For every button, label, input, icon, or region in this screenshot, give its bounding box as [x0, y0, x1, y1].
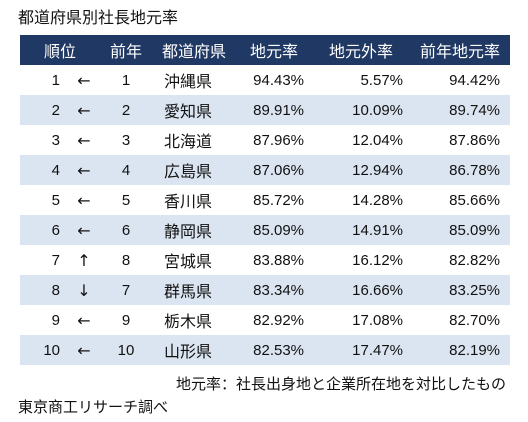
nonlocal-rate-cell: 10.09%: [312, 95, 411, 125]
prev-local-rate-cell: 89.74%: [410, 95, 511, 125]
prev-local-rate-cell: 83.25%: [410, 275, 511, 305]
prev-rank-cell: 10: [100, 335, 153, 365]
prefecture-cell: 香川県: [152, 185, 237, 215]
rank-cell: 2: [20, 95, 68, 125]
local-rate-cell: 87.06%: [236, 155, 313, 185]
prefecture-cell: 群馬県: [152, 275, 237, 305]
nonlocal-rate-cell: 17.08%: [312, 305, 411, 335]
trend-arrow: ←: [68, 125, 101, 155]
table-row: 4 ← 4 広島県 87.06% 12.94% 86.78%: [20, 155, 511, 185]
rank-cell: 7: [20, 245, 68, 275]
prefecture-cell: 広島県: [152, 155, 237, 185]
source-credit: 東京商工リサーチ調べ: [18, 398, 169, 416]
local-rate-cell: 83.88%: [236, 245, 313, 275]
rank-cell: 6: [20, 215, 68, 245]
table-row: 9 ← 9 栃木県 82.92% 17.08% 82.70%: [20, 305, 511, 335]
nonlocal-rate-cell: 5.57%: [312, 65, 411, 95]
local-rate-cell: 94.43%: [236, 65, 313, 95]
local-rate-cell: 83.34%: [236, 275, 313, 305]
rank-cell: 8: [20, 275, 68, 305]
trend-arrow: ←: [68, 65, 101, 95]
trend-arrow: ←: [68, 215, 101, 245]
nonlocal-rate-cell: 16.66%: [312, 275, 411, 305]
nonlocal-rate-cell: 12.94%: [312, 155, 411, 185]
table-row: 6 ← 6 静岡県 85.09% 14.91% 85.09%: [20, 215, 511, 245]
local-rate-cell: 87.96%: [236, 125, 313, 155]
header-prev-local-rate: 前年地元率: [410, 35, 511, 65]
prev-rank-cell: 4: [100, 155, 153, 185]
rank-cell: 4: [20, 155, 68, 185]
ranking-table: 順位 前年 都道府県 地元率 地元外率 前年地元率 1 ← 1 沖縄県 94.4…: [20, 35, 511, 365]
prefecture-cell: 栃木県: [152, 305, 237, 335]
table-row: 3 ← 3 北海道 87.96% 12.04% 87.86%: [20, 125, 511, 155]
table-row: 7 ↑ 8 宮城県 83.88% 16.12% 82.82%: [20, 245, 511, 275]
table-row: 5 ← 5 香川県 85.72% 14.28% 85.66%: [20, 185, 511, 215]
trend-arrow: ←: [68, 335, 101, 365]
nonlocal-rate-cell: 16.12%: [312, 245, 411, 275]
table-row: 2 ← 2 愛知県 89.91% 10.09% 89.74%: [20, 95, 511, 125]
prev-rank-cell: 8: [100, 245, 153, 275]
local-rate-cell: 89.91%: [236, 95, 313, 125]
prev-rank-cell: 7: [100, 275, 153, 305]
prev-rank-cell: 2: [100, 95, 153, 125]
prev-rank-cell: 9: [100, 305, 153, 335]
prev-local-rate-cell: 86.78%: [410, 155, 511, 185]
trend-arrow: ←: [68, 305, 101, 335]
prefecture-cell: 北海道: [152, 125, 237, 155]
trend-arrow: ←: [68, 95, 101, 125]
prev-rank-cell: 1: [100, 65, 153, 95]
prev-local-rate-cell: 82.82%: [410, 245, 511, 275]
table-row: 10 ← 10 山形県 82.53% 17.47% 82.19%: [20, 335, 511, 365]
nonlocal-rate-cell: 12.04%: [312, 125, 411, 155]
nonlocal-rate-cell: 14.28%: [312, 185, 411, 215]
header-rank: 順位: [20, 35, 101, 65]
rank-cell: 1: [20, 65, 68, 95]
prev-local-rate-cell: 82.70%: [410, 305, 511, 335]
header-nonlocal-rate: 地元外率: [312, 35, 411, 65]
definition-note: 地元率：社長出身地と企業所在地を対比したもの: [175, 375, 506, 393]
chart-title: 都道府県別社長地元率: [18, 8, 179, 27]
rank-cell: 3: [20, 125, 68, 155]
prefecture-cell: 愛知県: [152, 95, 237, 125]
prefecture-cell: 沖縄県: [152, 65, 237, 95]
rank-cell: 10: [20, 335, 68, 365]
nonlocal-rate-cell: 17.47%: [312, 335, 411, 365]
header-prefecture: 都道府県: [152, 35, 237, 65]
header-prev-rank: 前年: [100, 35, 153, 65]
trend-arrow: ←: [68, 185, 101, 215]
prev-local-rate-cell: 87.86%: [410, 125, 511, 155]
prev-local-rate-cell: 85.09%: [410, 215, 511, 245]
prev-rank-cell: 5: [100, 185, 153, 215]
header-local-rate: 地元率: [236, 35, 313, 65]
prev-local-rate-cell: 85.66%: [410, 185, 511, 215]
trend-arrow: ↑: [68, 245, 101, 275]
local-rate-cell: 82.53%: [236, 335, 313, 365]
prev-rank-cell: 3: [100, 125, 153, 155]
prev-local-rate-cell: 82.19%: [410, 335, 511, 365]
trend-arrow: ↓: [68, 275, 101, 305]
table-row: 1 ← 1 沖縄県 94.43% 5.57% 94.42%: [20, 65, 511, 95]
prefecture-cell: 静岡県: [152, 215, 237, 245]
local-rate-cell: 85.09%: [236, 215, 313, 245]
nonlocal-rate-cell: 14.91%: [312, 215, 411, 245]
table-header-row: 順位 前年 都道府県 地元率 地元外率 前年地元率: [20, 35, 511, 65]
prev-rank-cell: 6: [100, 215, 153, 245]
rank-cell: 9: [20, 305, 68, 335]
prev-local-rate-cell: 94.42%: [410, 65, 511, 95]
local-rate-cell: 82.92%: [236, 305, 313, 335]
table-row: 8 ↓ 7 群馬県 83.34% 16.66% 83.25%: [20, 275, 511, 305]
local-rate-cell: 85.72%: [236, 185, 313, 215]
trend-arrow: ←: [68, 155, 101, 185]
prefecture-cell: 山形県: [152, 335, 237, 365]
rank-cell: 5: [20, 185, 68, 215]
prefecture-cell: 宮城県: [152, 245, 237, 275]
